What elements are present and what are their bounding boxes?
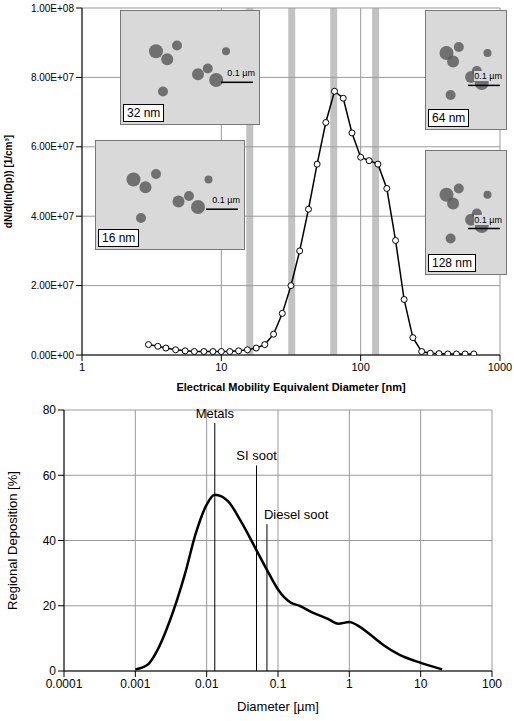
svg-text:4.00E+07: 4.00E+07: [31, 211, 75, 222]
svg-text:1: 1: [79, 361, 85, 373]
svg-text:1: 1: [346, 677, 353, 691]
svg-text:20: 20: [43, 599, 57, 613]
svg-text:0.001: 0.001: [120, 677, 150, 691]
svg-text:0: 0: [49, 664, 56, 678]
svg-text:10: 10: [215, 361, 227, 373]
svg-text:Regional Deposition [%]: Regional Deposition [%]: [5, 471, 20, 610]
svg-text:0.01: 0.01: [195, 677, 219, 691]
svg-text:dN/d(ln(Dp)) [1/cm³]: dN/d(ln(Dp)) [1/cm³]: [3, 135, 14, 228]
html-text:0.1 µm: 0.1 µm: [474, 214, 502, 225]
svg-text:1.00E+08: 1.00E+08: [31, 3, 75, 14]
svg-text:Diameter [µm]: Diameter [µm]: [237, 699, 319, 714]
html-text:0.1 µm: 0.1 µm: [212, 195, 240, 206]
svg-text:100: 100: [351, 361, 369, 373]
svg-text:100: 100: [482, 677, 502, 691]
svg-text:0.1: 0.1: [270, 677, 287, 691]
svg-text:Metals: Metals: [196, 406, 235, 421]
svg-text:2.00E+07: 2.00E+07: [31, 280, 75, 291]
html-text:0.1 µm: 0.1 µm: [227, 68, 255, 79]
html-text:128 nm: 128 nm: [432, 256, 472, 270]
svg-text:SI soot: SI soot: [236, 448, 277, 463]
html-text:0.1 µm: 0.1 µm: [474, 71, 502, 82]
html-text:32 nm: 32 nm: [127, 106, 161, 120]
svg-text:Electrical Mobility Equivalent: Electrical Mobility Equivalent Diameter …: [176, 381, 406, 393]
svg-text:6.00E+07: 6.00E+07: [31, 141, 75, 152]
svg-text:Diesel soot: Diesel soot: [264, 507, 329, 522]
svg-text:0.0001: 0.0001: [46, 677, 83, 691]
svg-text:40: 40: [43, 534, 57, 548]
html-text:16 nm: 16 nm: [102, 231, 136, 245]
svg-text:8.00E+07: 8.00E+07: [31, 72, 75, 83]
svg-text:60: 60: [43, 469, 57, 483]
svg-text:0.00E+00: 0.00E+00: [31, 350, 75, 361]
svg-text:80: 80: [43, 403, 57, 417]
svg-text:10: 10: [414, 677, 428, 691]
svg-text:1000: 1000: [488, 361, 512, 373]
html-text:64 nm: 64 nm: [432, 111, 466, 125]
